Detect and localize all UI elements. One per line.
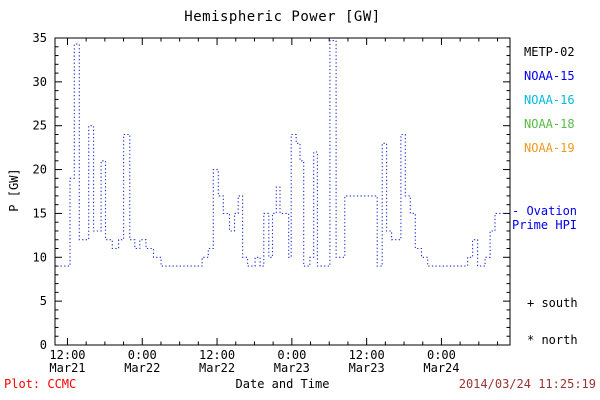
- legend-item-noaa-16: NOAA-16: [524, 93, 575, 107]
- x-axis-label: Date and Time: [235, 377, 330, 391]
- legend-item-noaa-18: NOAA-18: [524, 117, 575, 131]
- legend-south-marker: + south: [527, 296, 578, 310]
- x-tick-label-time: 12:00: [199, 348, 235, 362]
- legend-ovation: - Ovation Prime HPI: [512, 204, 577, 232]
- y-tick-label: 0: [40, 338, 47, 352]
- plot-frame: [54, 37, 511, 346]
- legend-item-noaa-19: NOAA-19: [524, 141, 575, 155]
- hpi-series-line: [56, 40, 507, 267]
- legend-ovation-line2: Prime HPI: [512, 218, 578, 232]
- x-tick-label-date: Mar23: [349, 361, 385, 375]
- legend-item-noaa-15: NOAA-15: [524, 69, 575, 83]
- x-tick-label-time: 12:00: [49, 348, 85, 362]
- y-tick-label: 25: [33, 119, 47, 133]
- legend-ovation-line1: - Ovation: [512, 204, 578, 218]
- x-tick-label-time: 12:00: [349, 348, 385, 362]
- y-tick-label: 10: [33, 250, 47, 264]
- x-tick-label-date: Mar22: [199, 361, 235, 375]
- legend-satellites: METP-02 NOAA-15 NOAA-16 NOAA-18 NOAA-19: [524, 40, 575, 160]
- x-tick-label-date: Mar23: [274, 361, 310, 375]
- y-tick-label: 5: [40, 294, 47, 308]
- x-tick-label-time: 0:00: [128, 348, 157, 362]
- chart-title: Hemispheric Power [GW]: [184, 9, 381, 25]
- x-tick-label-time: 0:00: [427, 348, 456, 362]
- plot-timestamp: 2014/03/24 11:25:19: [458, 377, 596, 391]
- x-tick-label-time: 0:00: [277, 348, 306, 362]
- legend-item-metp-02: METP-02: [524, 45, 575, 59]
- y-tick-label: 35: [33, 31, 47, 45]
- x-tick-label-date: Mar22: [124, 361, 160, 375]
- x-tick-label-date: Mar24: [423, 361, 459, 375]
- y-tick-label: 30: [33, 75, 47, 89]
- plot-credit: Plot: CCMC: [4, 377, 77, 391]
- y-tick-label: 20: [33, 163, 47, 177]
- x-tick-label-date: Mar21: [49, 361, 85, 375]
- legend-north-marker: * north: [527, 333, 578, 347]
- y-tick-label: 15: [33, 206, 47, 220]
